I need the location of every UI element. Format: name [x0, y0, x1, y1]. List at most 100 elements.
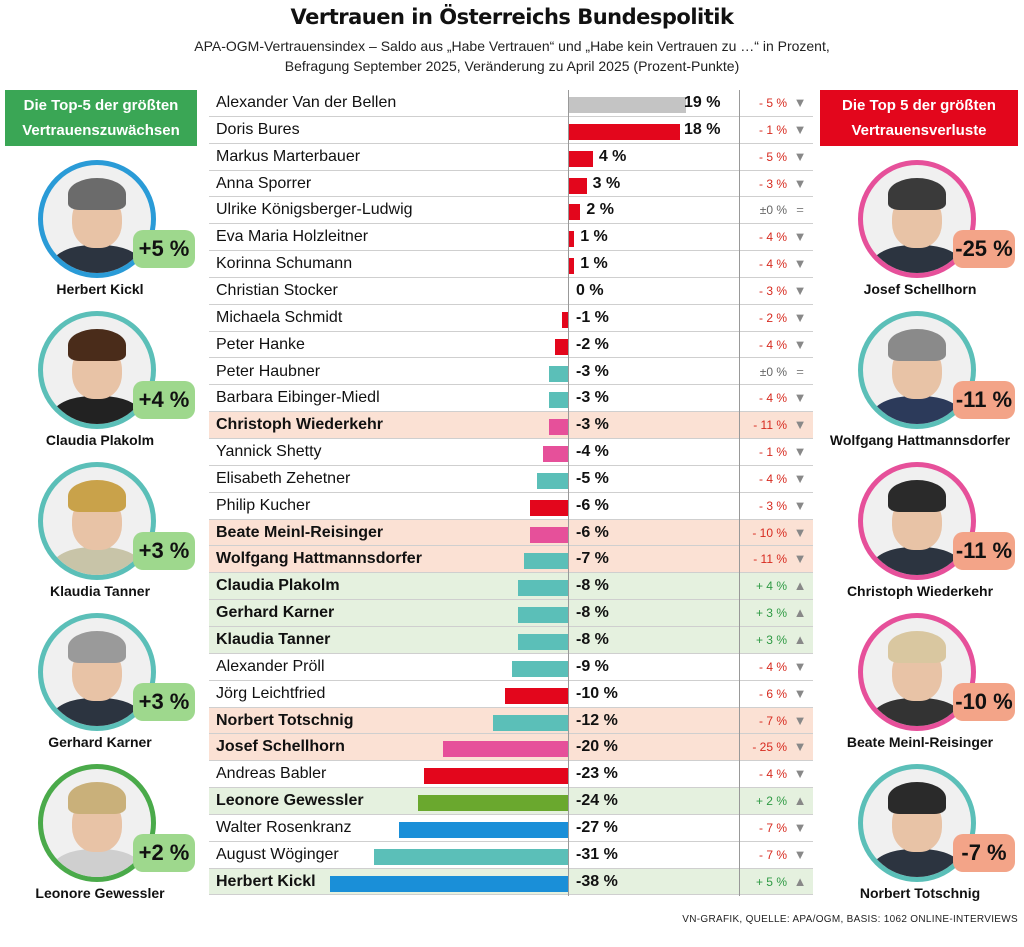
triangle-down-icon: ▼	[793, 846, 807, 862]
subtitle-line-2: Befragung September 2025, Veränderung zu…	[284, 58, 740, 74]
portrait-hair	[887, 479, 947, 513]
table-row: Andreas Babler -23 % - 4 % ▼	[209, 761, 813, 789]
person-name: Gerhard Karner	[48, 734, 152, 750]
triangle-down-icon: ▼	[793, 229, 807, 245]
trust-bar	[517, 634, 568, 650]
trust-value-label: 0 %	[576, 281, 604, 299]
triangle-down-icon: ▼	[793, 282, 807, 298]
change-value: - 3 %	[758, 283, 787, 298]
trust-value-label: 1 %	[580, 255, 608, 273]
person-card: +4 % Claudia Plakolm	[5, 306, 195, 456]
trust-bar	[530, 499, 568, 516]
trust-bar	[373, 848, 568, 865]
trust-value-label: 2 %	[586, 201, 614, 219]
trust-bar	[568, 123, 680, 140]
portrait-photo	[858, 160, 976, 278]
change-value: - 6 %	[758, 686, 787, 701]
trust-bar	[542, 446, 568, 463]
trust-value-label: -27 %	[576, 818, 618, 836]
trust-value-label: -4 %	[576, 443, 609, 461]
politician-name: Claudia Plakolm	[216, 577, 340, 595]
portrait-body	[871, 697, 963, 726]
table-row: August Wöginger -31 % - 7 % ▼	[209, 842, 813, 869]
portrait-hair	[67, 781, 127, 815]
change-value: - 10 %	[752, 525, 787, 540]
person-name: Josef Schellhorn	[863, 281, 977, 297]
change-value: ±0 %	[759, 364, 787, 379]
politician-name: Philip Kucher	[216, 496, 311, 514]
politician-name: Walter Rosenkranz	[216, 818, 352, 836]
table-row: Herbert Kickl -38 % + 5 % ▲	[209, 868, 813, 896]
trust-bar	[417, 795, 568, 812]
person-name: Christoph Wiederkehr	[846, 583, 994, 599]
table-row: Gerhard Karner -8 % + 3 % ▲	[209, 600, 813, 627]
politician-name: Jörg Leichtfried	[216, 684, 326, 702]
politician-name: Ulrike Königsberger-Ludwig	[216, 201, 413, 219]
trust-bar	[524, 553, 568, 570]
triangle-down-icon: ▼	[793, 497, 807, 513]
person-card: +3 % Klaudia Tanner	[5, 457, 195, 607]
table-row: Doris Bures 18 % - 1 % ▼	[209, 117, 813, 144]
table-row: Philip Kucher -6 % - 3 % ▼	[209, 493, 813, 520]
trust-value-label: 3 %	[592, 174, 621, 192]
change-badge: -25 %	[953, 230, 1015, 268]
portrait-body	[871, 848, 963, 877]
change-value: - 4 %	[758, 337, 787, 352]
portrait-body	[51, 848, 143, 877]
trust-bar	[568, 177, 587, 194]
change-value: + 3 %	[755, 633, 787, 647]
table-row: Yannick Shetty -4 % - 1 % ▼	[209, 439, 813, 466]
change-value: - 7 %	[758, 820, 787, 835]
portrait-photo	[38, 311, 156, 429]
chart-title: Vertrauen in Österreichs Bundespolitik	[290, 5, 734, 29]
portrait-photo	[38, 613, 156, 731]
trust-bar	[511, 660, 568, 677]
portrait-hair	[887, 328, 947, 362]
change-value: - 4 %	[758, 767, 787, 782]
trust-value-label: -6 %	[576, 496, 609, 514]
portrait-body	[51, 697, 143, 726]
triangle-up-icon: ▲	[793, 578, 807, 594]
trust-bar	[330, 875, 568, 892]
trust-value-label: -20 %	[576, 738, 618, 756]
left-heading-line-1: Die Top-5 der größten	[23, 97, 179, 114]
change-value: - 4 %	[758, 391, 787, 406]
table-row: Josef Schellhorn -20 % - 25 % ▼	[209, 734, 813, 762]
table-row: Elisabeth Zehetner -5 % - 4 % ▼	[209, 466, 813, 493]
portrait-photo	[858, 764, 976, 882]
portrait-body	[51, 395, 143, 424]
person-card: +5 % Herbert Kickl	[5, 155, 195, 305]
politician-name: Alexander Van der Bellen	[216, 94, 397, 111]
trust-value-label: 19 %	[684, 94, 721, 111]
table-row: Christian Stocker 0 % - 3 % ▼	[209, 278, 813, 305]
table-row: Michaela Schmidt -1 % - 2 % ▼	[209, 305, 813, 332]
politician-name: August Wöginger	[216, 845, 339, 863]
table-row: Peter Haubner -3 % ±0 % =	[209, 359, 813, 386]
politician-name: Anna Sporrer	[216, 174, 312, 192]
left-panel-heading: Die Top-5 der größten Vertrauenszuwächse…	[5, 90, 197, 146]
table-row: Barbara Eibinger-Miedl -3 % - 4 % ▼	[209, 385, 813, 413]
trust-bar	[568, 150, 593, 167]
triangle-down-icon: ▼	[793, 524, 807, 540]
person-name: Klaudia Tanner	[49, 583, 151, 599]
triangle-down-icon: ▼	[793, 712, 807, 728]
subtitle-line-1: APA-OGM-Vertrauensindex – Saldo aus „Hab…	[194, 38, 830, 54]
left-heading-line-2: Vertrauenszuwächsen	[22, 122, 180, 139]
trust-bar	[492, 714, 568, 731]
politician-name: Markus Marterbauer	[216, 147, 361, 165]
triangle-down-icon: ▼	[793, 819, 807, 835]
triangle-down-icon: ▼	[793, 470, 807, 486]
politician-name: Elisabeth Zehetner	[216, 469, 351, 487]
trust-bar	[568, 258, 575, 275]
trust-value-label: -7 %	[576, 550, 609, 568]
change-value: - 4 %	[758, 257, 787, 272]
portrait-hair	[67, 177, 127, 211]
trust-value-label: -24 %	[576, 792, 618, 810]
trust-value-label: -9 %	[576, 657, 609, 675]
trust-value-label: 4 %	[598, 147, 627, 165]
change-value: - 1 %	[758, 122, 787, 137]
table-row: Anna Sporrer 3 % - 3 % ▼	[209, 171, 813, 198]
change-value: - 4 %	[758, 230, 787, 245]
table-row: Alexander Pröll -9 % - 4 % ▼	[209, 654, 813, 681]
portrait-photo	[858, 311, 976, 429]
